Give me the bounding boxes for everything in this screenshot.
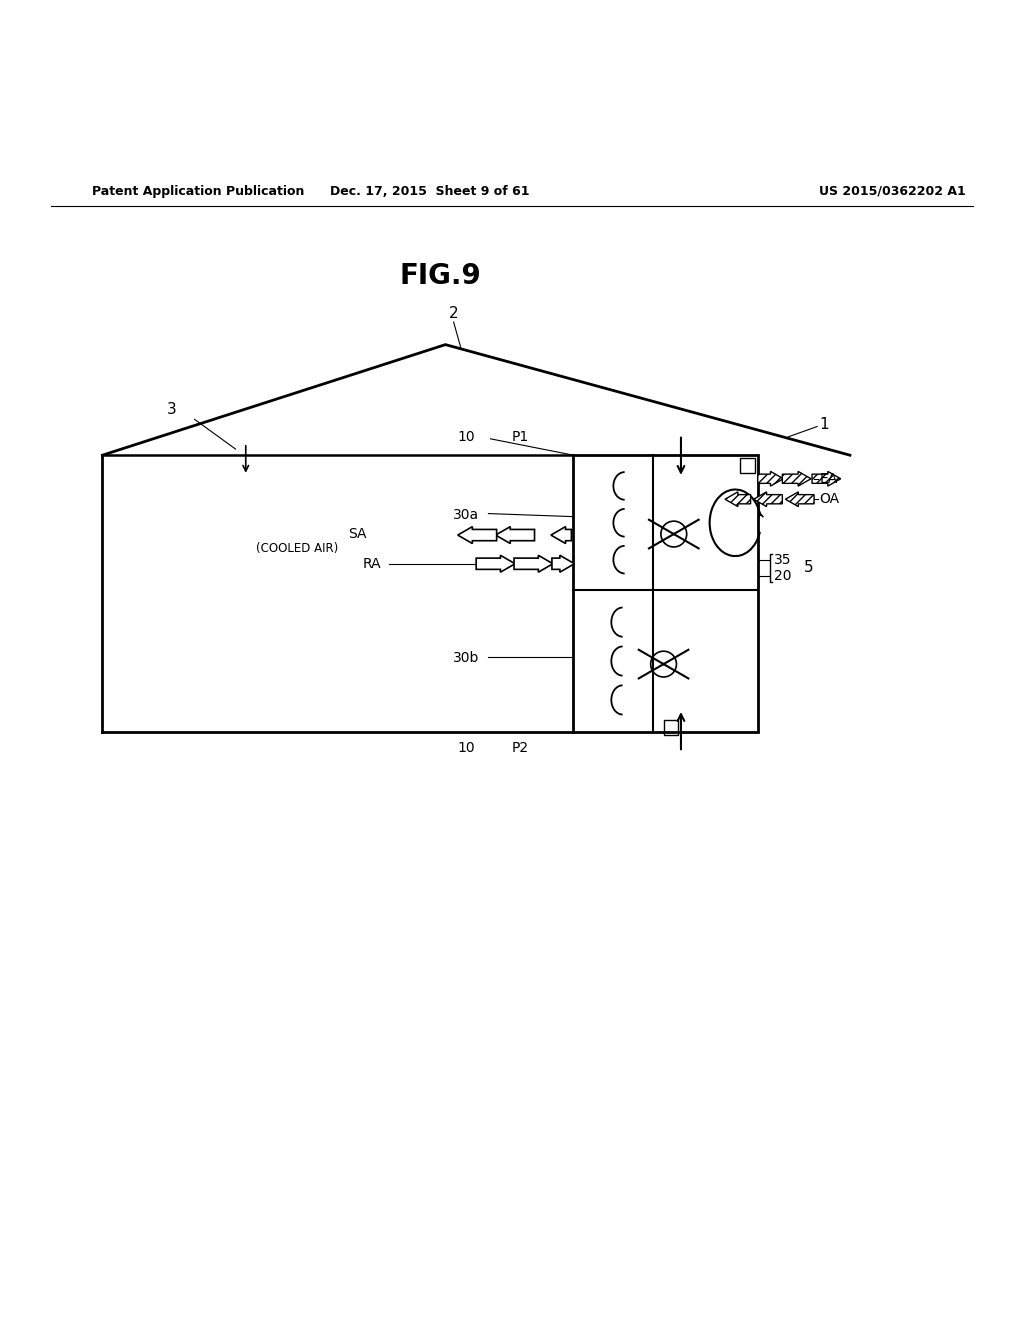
Text: 30a: 30a: [453, 508, 479, 521]
Text: 35: 35: [774, 553, 792, 566]
Text: US 2015/0362202 A1: US 2015/0362202 A1: [819, 185, 966, 198]
Bar: [740, 458, 755, 473]
Text: P1: P1: [512, 430, 529, 444]
Polygon shape: [725, 492, 751, 507]
Text: P2: P2: [512, 741, 529, 755]
Polygon shape: [458, 527, 497, 544]
Text: 10: 10: [458, 430, 475, 444]
Text: 10: 10: [458, 741, 475, 755]
Polygon shape: [476, 556, 515, 572]
Polygon shape: [496, 527, 535, 544]
Text: 2: 2: [449, 306, 459, 321]
Text: Patent Application Publication: Patent Application Publication: [92, 185, 304, 198]
Polygon shape: [754, 492, 782, 507]
Polygon shape: [785, 492, 814, 507]
Text: (COOLED AIR): (COOLED AIR): [256, 543, 338, 554]
Text: RA: RA: [362, 557, 381, 570]
Text: 5: 5: [804, 560, 813, 576]
Polygon shape: [782, 471, 811, 486]
Polygon shape: [758, 471, 783, 486]
Text: Dec. 17, 2015  Sheet 9 of 61: Dec. 17, 2015 Sheet 9 of 61: [331, 185, 529, 198]
Text: OA: OA: [819, 492, 840, 507]
Text: 3: 3: [167, 401, 177, 417]
Bar: [664, 721, 678, 735]
Polygon shape: [552, 556, 574, 572]
Polygon shape: [551, 527, 571, 544]
Polygon shape: [514, 556, 553, 572]
Text: 30b: 30b: [453, 651, 479, 665]
Text: 20: 20: [774, 569, 792, 583]
Polygon shape: [812, 471, 841, 486]
Text: 1: 1: [819, 417, 828, 432]
Text: FIG.9: FIG.9: [399, 261, 481, 290]
Text: EA: EA: [819, 471, 838, 486]
Bar: [573, 455, 758, 731]
Text: SA: SA: [348, 527, 367, 541]
